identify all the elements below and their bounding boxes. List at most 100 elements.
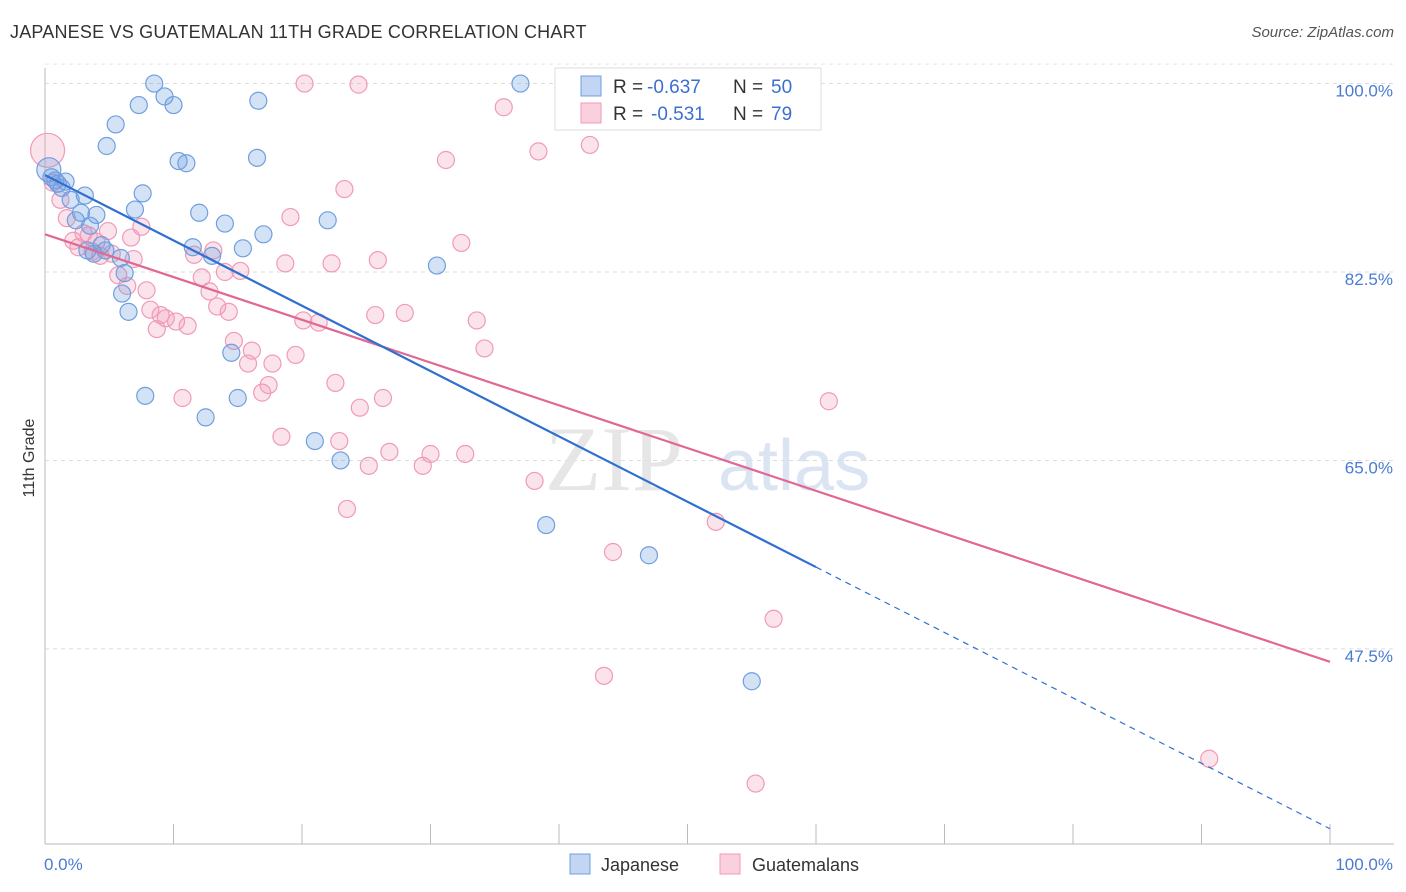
x-tick-label-1: 100.0% bbox=[1335, 855, 1393, 874]
guatemalan-point bbox=[272, 427, 291, 446]
guatemalan-point bbox=[276, 254, 295, 273]
guatemalan-point bbox=[253, 383, 272, 402]
guatemalan-point bbox=[259, 375, 278, 395]
japanese-point bbox=[249, 91, 268, 110]
japanese-point bbox=[164, 95, 183, 115]
guatemalan-point bbox=[242, 341, 261, 360]
y-tick-label-0: 100.0% bbox=[1335, 82, 1393, 101]
japanese-point bbox=[331, 451, 350, 470]
japanese-point bbox=[115, 263, 134, 283]
guatemalan-point bbox=[580, 135, 599, 155]
japanese-point bbox=[190, 203, 209, 222]
japanese-point bbox=[129, 95, 148, 115]
legend-box: R = -0.637 N = 50 R = -0.531 N = 79 bbox=[554, 67, 822, 131]
y-axis-title: 11th Grade bbox=[21, 418, 38, 497]
watermark: ZIP atlas bbox=[545, 408, 870, 510]
japanese-point bbox=[233, 239, 252, 258]
japanese-point bbox=[511, 74, 530, 93]
bottom-legend-guatemalan-swatch bbox=[719, 853, 741, 875]
legend-n-value-1: 50 bbox=[771, 77, 792, 98]
guatemalan-point bbox=[456, 444, 475, 464]
japanese-point bbox=[133, 184, 152, 203]
japanese-point bbox=[87, 205, 106, 225]
y-tick-label-3: 47.5% bbox=[1345, 647, 1393, 666]
guatemalan-point bbox=[335, 179, 354, 199]
japanese-trendline bbox=[44, 174, 817, 569]
y-tick-labels: 100.0% 82.5% 65.0% 47.5% bbox=[1335, 82, 1393, 666]
guatemalan-point bbox=[380, 442, 399, 461]
source-label: Source: ZipAtlas.com bbox=[1251, 24, 1394, 41]
guatemalan-point bbox=[349, 75, 368, 94]
guatemalan-point bbox=[208, 297, 227, 316]
japanese-point bbox=[305, 431, 324, 451]
japanese-point bbox=[537, 515, 556, 535]
guatemalan-point bbox=[764, 609, 783, 628]
guatemalan-point bbox=[337, 499, 357, 519]
watermark-zip: ZIP bbox=[545, 408, 683, 510]
japanese-point bbox=[80, 216, 100, 235]
japanese-point bbox=[112, 284, 132, 303]
x-tick-labels: 0.0% 100.0% bbox=[44, 855, 1393, 874]
guatemalan-point bbox=[224, 331, 243, 351]
guatemalan-point bbox=[156, 309, 175, 328]
guatemalan-point bbox=[529, 142, 548, 161]
guatemalan-point bbox=[421, 444, 440, 464]
japanese-point bbox=[318, 211, 337, 230]
y-tick-label-2: 65.0% bbox=[1345, 458, 1393, 477]
japanese-point bbox=[136, 386, 155, 405]
guatemalan-point bbox=[178, 316, 197, 335]
japanese-point bbox=[145, 74, 164, 93]
japanese-point bbox=[247, 148, 267, 167]
japanese-point bbox=[254, 225, 273, 244]
guatemalan-point bbox=[819, 392, 838, 411]
guatemalan-point bbox=[452, 233, 471, 253]
legend-n-label-1: N = bbox=[733, 77, 763, 98]
japanese-point bbox=[119, 302, 138, 321]
legend-r-label-1: R = bbox=[613, 77, 643, 98]
guatemalan-point bbox=[359, 456, 378, 475]
japanese-points bbox=[36, 74, 761, 691]
trend-lines bbox=[44, 174, 1331, 830]
japanese-point bbox=[196, 408, 215, 427]
legend-n-label-2: N = bbox=[733, 104, 763, 125]
guatemalan-point bbox=[603, 542, 623, 562]
japanese-point bbox=[228, 388, 247, 408]
guatemalan-point bbox=[151, 305, 170, 325]
japanese-point bbox=[427, 256, 447, 275]
guatemalan-point bbox=[368, 251, 387, 270]
legend-r-value-2: -0.531 bbox=[651, 104, 705, 125]
guatemalan-point bbox=[475, 339, 494, 358]
guatemalan-point bbox=[594, 666, 614, 685]
japanese-point bbox=[106, 115, 125, 134]
japanese-point bbox=[222, 343, 241, 362]
legend-r-label-2: R = bbox=[613, 104, 643, 125]
guatemalan-point bbox=[281, 207, 300, 227]
japanese-point bbox=[125, 200, 145, 219]
japanese-point bbox=[111, 248, 130, 268]
chart-title: JAPANESE VS GUATEMALAN 11TH GRADE CORREL… bbox=[10, 22, 587, 42]
guatemalan-point bbox=[467, 311, 486, 330]
guatemalan-point bbox=[746, 774, 765, 793]
japanese-point bbox=[639, 546, 659, 565]
japanese-point bbox=[177, 154, 196, 173]
guatemalan-point bbox=[326, 373, 345, 393]
guatemalan-point bbox=[494, 98, 513, 117]
x-tick-label-0: 0.0% bbox=[44, 855, 83, 874]
guatemalan-trendline bbox=[44, 233, 1331, 663]
bottom-legend-japanese-swatch bbox=[569, 853, 591, 875]
guatemalan-point bbox=[173, 388, 192, 408]
guatemalan-point bbox=[121, 228, 141, 247]
guatemalan-point bbox=[373, 388, 393, 408]
guatemalan-point bbox=[330, 431, 349, 451]
legend-r-value-1: -0.637 bbox=[647, 77, 701, 98]
bottom-legend-japanese: Japanese bbox=[601, 855, 679, 875]
axes bbox=[44, 68, 1394, 845]
guatemalan-point bbox=[141, 300, 160, 319]
guatemalan-point bbox=[350, 398, 369, 417]
guatemalan-point bbox=[525, 471, 544, 491]
guatemalan-point bbox=[166, 312, 186, 331]
guatemalan-point bbox=[137, 281, 156, 300]
guatemalan-point bbox=[436, 150, 456, 170]
japanese-point bbox=[97, 136, 116, 156]
